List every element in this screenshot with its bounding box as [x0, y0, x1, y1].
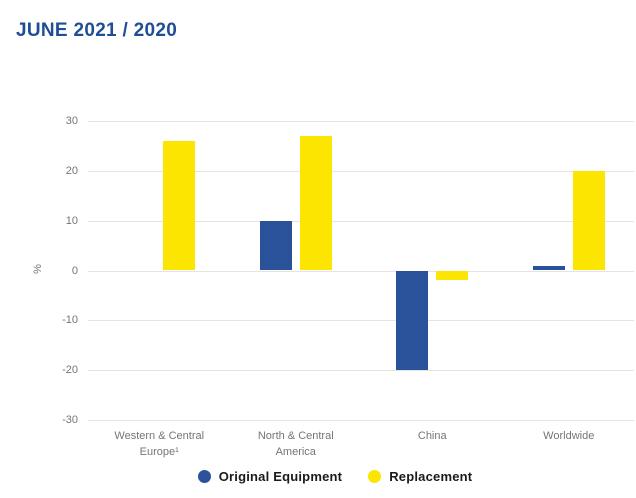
y-axis-tick-label: -30 [62, 414, 78, 426]
bar-replacement-3[interactable] [572, 170, 605, 271]
replacement-dot-icon [368, 470, 382, 483]
gridline [88, 420, 634, 421]
bar-original-equipment-3[interactable] [532, 265, 565, 271]
bar-replacement-0[interactable] [163, 140, 196, 271]
y-axis-tick-label: 0 [71, 264, 78, 277]
bar-original-equipment-2[interactable] [396, 270, 429, 371]
legend-label-original-equipment: Original Equipment [218, 469, 343, 484]
y-axis-tick-label: -10 [62, 314, 78, 327]
chart-legend: Original Equipment Replacement [17, 469, 636, 484]
x-axis-category-label: China [417, 430, 447, 442]
x-axis-category-label: Worldwide [543, 430, 595, 442]
y-axis-tick-label: 30 [65, 115, 78, 127]
legend-label-replacement: Replacement [389, 469, 473, 484]
bar-original-equipment-1[interactable] [259, 220, 292, 271]
original-equipment-dot-icon [197, 470, 211, 483]
gridline [88, 170, 634, 172]
bar-replacement-1[interactable] [299, 135, 332, 271]
y-axis-tick-label: -20 [62, 364, 78, 377]
plot-area [88, 121, 634, 421]
legend-item-original-equipment[interactable]: Original Equipment [197, 469, 343, 484]
x-axis-category-label: North & Central America [257, 430, 334, 458]
gridline [88, 121, 634, 122]
y-axis-tick-label: 10 [65, 214, 78, 227]
y-axis-tick-label: 20 [65, 164, 78, 177]
chart-title: JUNE 2021 / 2020 [16, 20, 178, 41]
gridline [88, 370, 634, 372]
x-axis-category-label: Western & Central Europe¹ [114, 430, 205, 458]
gridline [88, 320, 634, 322]
legend-item-replacement[interactable]: Replacement [368, 469, 472, 484]
bar-replacement-2[interactable] [436, 270, 469, 281]
gridline [88, 270, 634, 272]
gridline [88, 220, 634, 222]
